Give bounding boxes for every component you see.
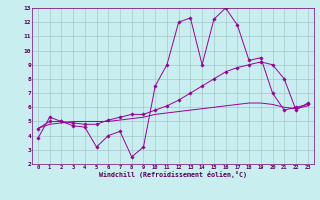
X-axis label: Windchill (Refroidissement éolien,°C): Windchill (Refroidissement éolien,°C) xyxy=(99,171,247,178)
